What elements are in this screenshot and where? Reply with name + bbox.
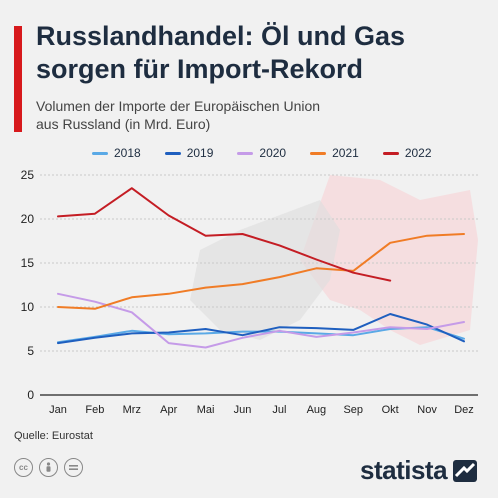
legend-swatch xyxy=(92,151,108,155)
x-tick-label: Nov xyxy=(417,404,437,416)
person-icon[interactable] xyxy=(39,458,58,477)
legend-label: 2022 xyxy=(404,146,432,160)
legend-item-2021: 2021 xyxy=(310,146,359,160)
legend-item-2022: 2022 xyxy=(382,146,432,160)
cc-icon[interactable]: cc xyxy=(14,458,33,477)
chart-subtitle: Volumen der Importe der Europäischen Uni… xyxy=(36,97,476,133)
legend-label: 2019 xyxy=(186,146,214,160)
legend-swatch xyxy=(164,151,181,155)
legend-label: 2018 xyxy=(114,146,141,160)
x-tick-label: Okt xyxy=(382,404,399,416)
statista-logo[interactable]: statista xyxy=(360,455,478,486)
y-tick-label: 5 xyxy=(27,344,34,358)
map-russia-shape xyxy=(300,175,478,345)
x-tick-label: Dez xyxy=(454,404,474,416)
legend: 2018 2019 2020 2021 2022 xyxy=(92,146,432,160)
legend-item-2019: 2019 xyxy=(164,146,214,160)
equals-icon[interactable] xyxy=(64,458,83,477)
x-tick-label: Mai xyxy=(197,404,215,416)
x-tick-label: Jul xyxy=(272,404,286,416)
series-line-2020 xyxy=(57,292,465,349)
series-line-2019 xyxy=(57,313,465,345)
y-tick-label: 25 xyxy=(21,168,35,182)
subtitle-line-1: Volumen der Importe der Europäischen Uni… xyxy=(36,98,321,114)
y-tick-label: 15 xyxy=(21,256,35,270)
legend-label: 2020 xyxy=(259,146,287,160)
x-tick-label: Jun xyxy=(234,404,252,416)
license-icons: cc xyxy=(14,458,83,477)
x-tick-label: Jan xyxy=(49,404,67,416)
legend-item-2020: 2020 xyxy=(237,146,286,160)
y-tick-label: 0 xyxy=(27,388,34,402)
x-tick-label: Feb xyxy=(85,404,104,416)
x-tick-label: Apr xyxy=(160,404,177,416)
legend-label: 2021 xyxy=(332,146,359,160)
accent-bar xyxy=(14,26,22,132)
brand-name: statista xyxy=(360,455,448,485)
x-tick-label: Sep xyxy=(343,404,363,416)
legend-swatch xyxy=(382,151,399,155)
legend-item-2018: 2018 xyxy=(92,146,141,160)
y-tick-label: 20 xyxy=(21,212,35,226)
legend-swatch xyxy=(237,151,254,155)
chart-title: Russlandhandel: Öl und Gas sorgen für Im… xyxy=(36,20,486,86)
x-tick-label: Aug xyxy=(307,404,327,416)
statista-mark-icon xyxy=(453,459,478,482)
series-line-2022 xyxy=(57,187,392,282)
subtitle-line-2: aus Russland (in Mrd. Euro) xyxy=(36,116,211,132)
legend-swatch xyxy=(310,151,327,155)
title-line-2: sorgen für Import-Rekord xyxy=(36,54,364,84)
title-line-1: Russlandhandel: Öl und Gas xyxy=(36,21,406,51)
source-note: Quelle: Eurostat xyxy=(14,430,93,442)
series-line-2021 xyxy=(57,233,465,310)
y-tick-label: 10 xyxy=(21,300,35,314)
x-tick-label: Mrz xyxy=(123,404,141,416)
map-europe-shape xyxy=(190,200,340,340)
